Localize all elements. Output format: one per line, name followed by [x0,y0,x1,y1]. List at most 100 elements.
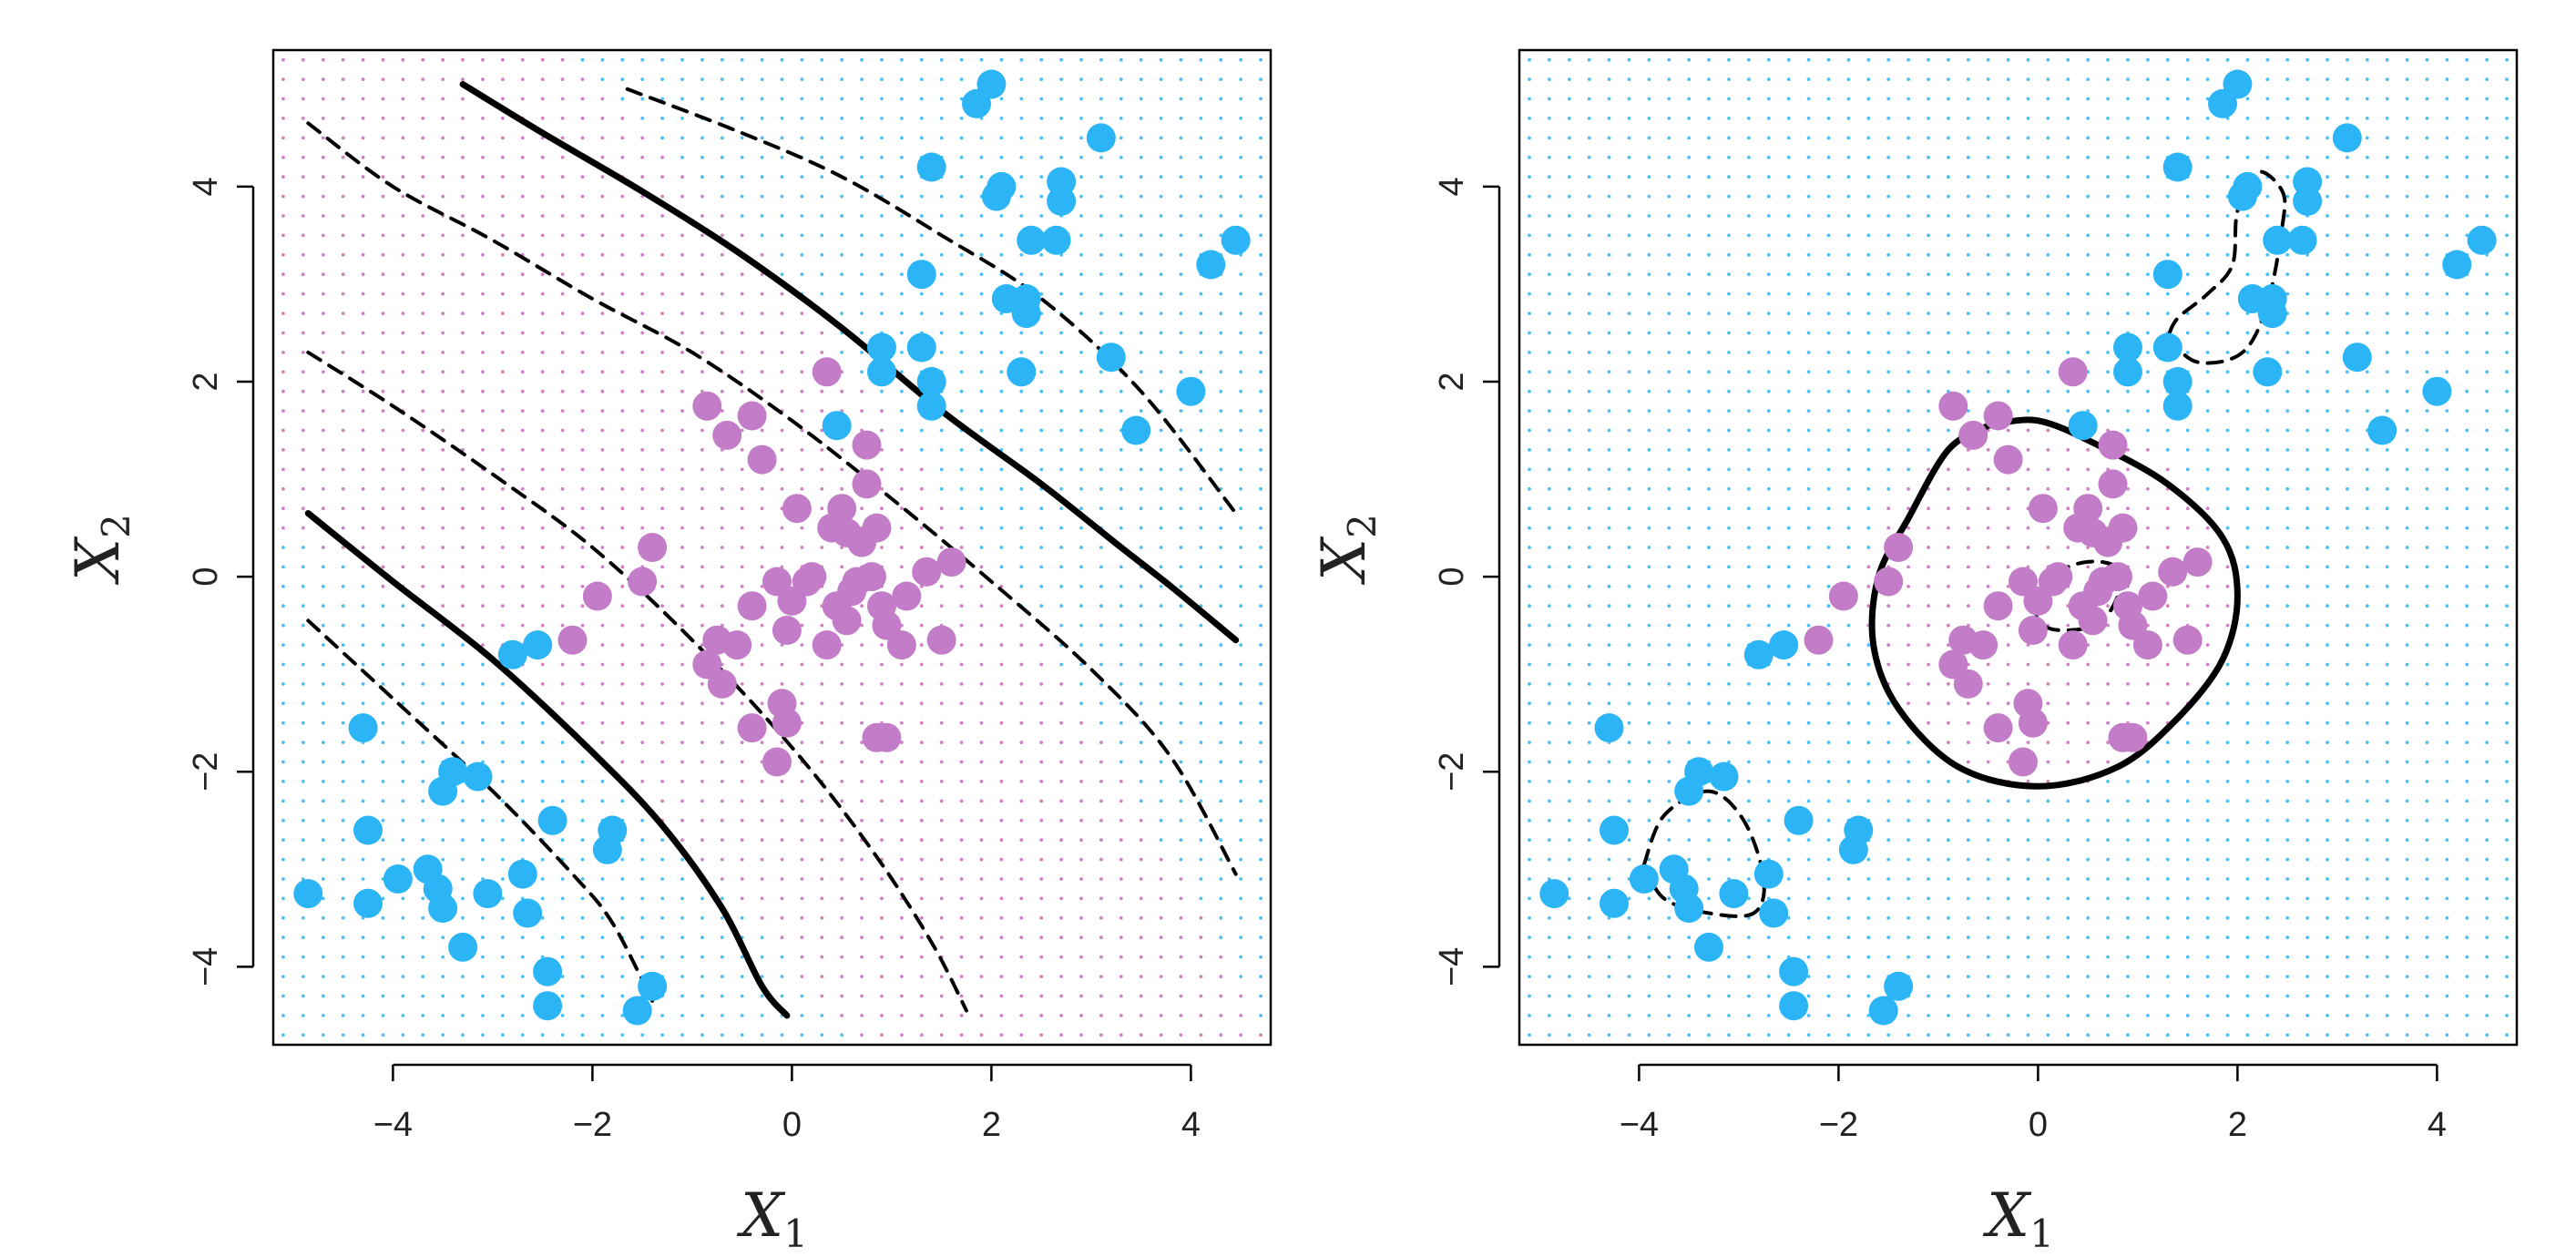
region-grid-dot [1866,994,1871,998]
region-grid-dot [1219,682,1223,686]
region-grid-dot [2425,975,2429,978]
region-grid-dot [1826,467,1831,472]
region-grid-dot [2346,331,2349,335]
region-grid-dot [2106,896,2111,901]
region-grid-dot [939,506,944,511]
region-grid-dot [1986,1014,1990,1017]
region-grid-dot [780,857,784,862]
region-grid-dot [860,389,864,393]
region-grid-dot [640,136,645,140]
region-grid-dot [401,155,405,159]
region-grid-dot [481,915,485,920]
region-grid-dot [1687,701,1692,706]
region-grid-dot [501,975,505,978]
region-grid-dot [959,741,964,744]
region-grid-dot [1139,935,1143,940]
region-grid-dot [1528,975,1531,978]
region-grid-dot [1019,351,1024,354]
region-grid-dot [2285,175,2290,179]
region-grid-dot [1826,233,1831,238]
region-grid-dot [1119,486,1123,491]
region-grid-dot [900,741,904,744]
region-grid-dot [421,351,425,354]
region-grid-dot [461,975,465,978]
region-grid-dot [361,57,365,62]
region-grid-dot [1079,448,1083,452]
region-grid-dot [1866,409,1871,413]
region-grid-dot [1846,955,1851,959]
region-grid-dot [1766,720,1771,725]
region-grid-dot [720,546,724,549]
region-grid-dot [2365,682,2369,686]
region-grid-dot [2326,955,2329,959]
region-grid-dot [680,975,684,978]
region-grid-dot [1159,818,1163,823]
region-grid-dot [2205,818,2210,823]
region-grid-dot [1947,955,1950,959]
region-grid-dot [2265,857,2270,862]
region-grid-dot [959,682,964,686]
region-grid-dot [1846,448,1851,452]
region-grid-dot [1647,77,1651,81]
region-grid-dot [1766,155,1771,159]
region-grid-dot [1866,136,1871,140]
region-grid-dot [520,720,525,725]
region-grid-dot [2385,1033,2389,1037]
region-grid-dot [381,799,385,803]
region-grid-dot [1826,389,1831,393]
region-grid-dot [501,233,505,238]
region-grid-dot [740,915,744,920]
region-grid-dot [760,975,764,978]
region-grid-dot [919,701,924,706]
region-grid-dot [2146,77,2150,81]
region-grid-dot [1567,720,1571,725]
region-grid-dot [1547,994,1551,998]
region-grid-dot [1199,57,1203,62]
region-grid-dot [600,291,605,296]
region-grid-dot [1019,682,1024,686]
region-grid-dot [640,662,645,667]
region-grid-dot [2305,760,2310,764]
region-grid-dot [2425,896,2429,901]
region-grid-dot [1966,741,1970,744]
region-grid-dot [780,1033,784,1037]
region-grid-dot [1099,838,1103,843]
region-grid-dot [1199,896,1203,901]
region-grid-dot [520,955,525,959]
region-grid-dot [1607,194,1611,199]
region-grid-dot [919,312,924,315]
region-grid-dot [381,370,385,374]
region-grid-dot [2046,877,2050,881]
region-grid-dot [1039,955,1044,959]
data-point-blue [497,639,527,669]
region-grid-dot [1019,799,1024,803]
region-grid-dot [959,77,964,81]
region-grid-dot [1966,97,1970,101]
region-grid-dot [939,448,944,452]
region-grid-dot [1667,720,1671,725]
region-grid-dot [760,506,764,511]
region-grid-dot [1179,486,1183,491]
region-grid-dot [680,955,684,959]
region-grid-dot [700,720,704,725]
region-grid-dot [2285,194,2290,199]
region-grid-dot [520,623,525,628]
region-grid-dot [2405,838,2409,843]
region-grid-dot [2365,643,2369,647]
region-grid-dot [341,896,345,901]
region-grid-dot [1906,331,1911,335]
region-grid-dot [2066,389,2070,393]
region-grid-dot [1219,351,1223,354]
region-grid-dot [501,818,505,823]
region-grid-dot [880,57,884,62]
region-grid-dot [301,780,305,783]
region-grid-dot [2146,409,2150,413]
region-grid-dot [2066,623,2070,628]
region-grid-dot [1119,760,1123,764]
region-grid-dot [441,623,445,628]
region-grid-dot [2425,935,2429,940]
region-grid-dot [421,799,425,803]
region-grid-dot [800,77,804,81]
region-grid-dot [540,526,545,530]
region-grid-dot [660,97,664,101]
